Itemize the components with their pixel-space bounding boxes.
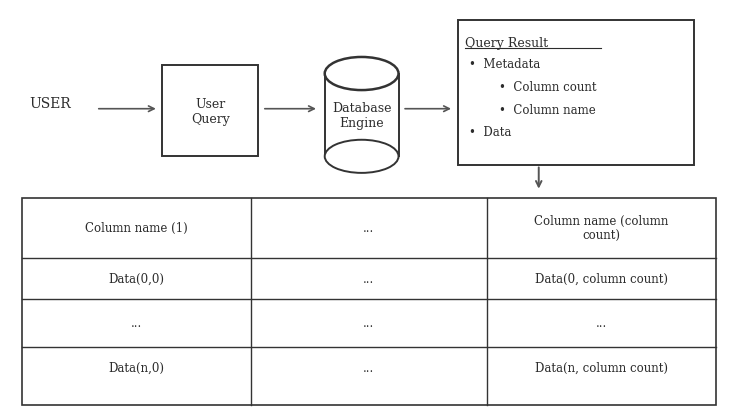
Text: Query Result: Query Result (465, 37, 548, 50)
Text: ...: ... (131, 317, 142, 330)
Text: Data(n, column count): Data(n, column count) (535, 361, 668, 374)
Text: ...: ... (363, 361, 375, 374)
Text: •  Data: • Data (469, 126, 511, 139)
Ellipse shape (325, 140, 399, 173)
FancyBboxPatch shape (458, 21, 694, 165)
Text: ...: ... (596, 317, 607, 330)
Text: Column name (column
count): Column name (column count) (534, 214, 669, 242)
Text: Database
Engine: Database Engine (332, 102, 391, 130)
Text: ...: ... (363, 317, 375, 330)
Text: •  Column count: • Column count (469, 81, 596, 93)
Text: User
Query: User Query (191, 97, 230, 126)
Text: •  Column name: • Column name (469, 103, 596, 116)
FancyBboxPatch shape (22, 198, 716, 405)
FancyBboxPatch shape (325, 74, 399, 157)
Ellipse shape (325, 58, 399, 91)
Text: Data(0, column count): Data(0, column count) (535, 272, 668, 285)
FancyBboxPatch shape (162, 66, 258, 157)
Text: Column name (1): Column name (1) (85, 222, 188, 235)
Text: ...: ... (363, 222, 375, 235)
Text: USER: USER (30, 96, 72, 110)
Text: Data(0,0): Data(0,0) (108, 272, 165, 285)
Text: •  Metadata: • Metadata (469, 58, 540, 71)
Text: Data(n,0): Data(n,0) (108, 361, 165, 374)
Text: ...: ... (363, 272, 375, 285)
